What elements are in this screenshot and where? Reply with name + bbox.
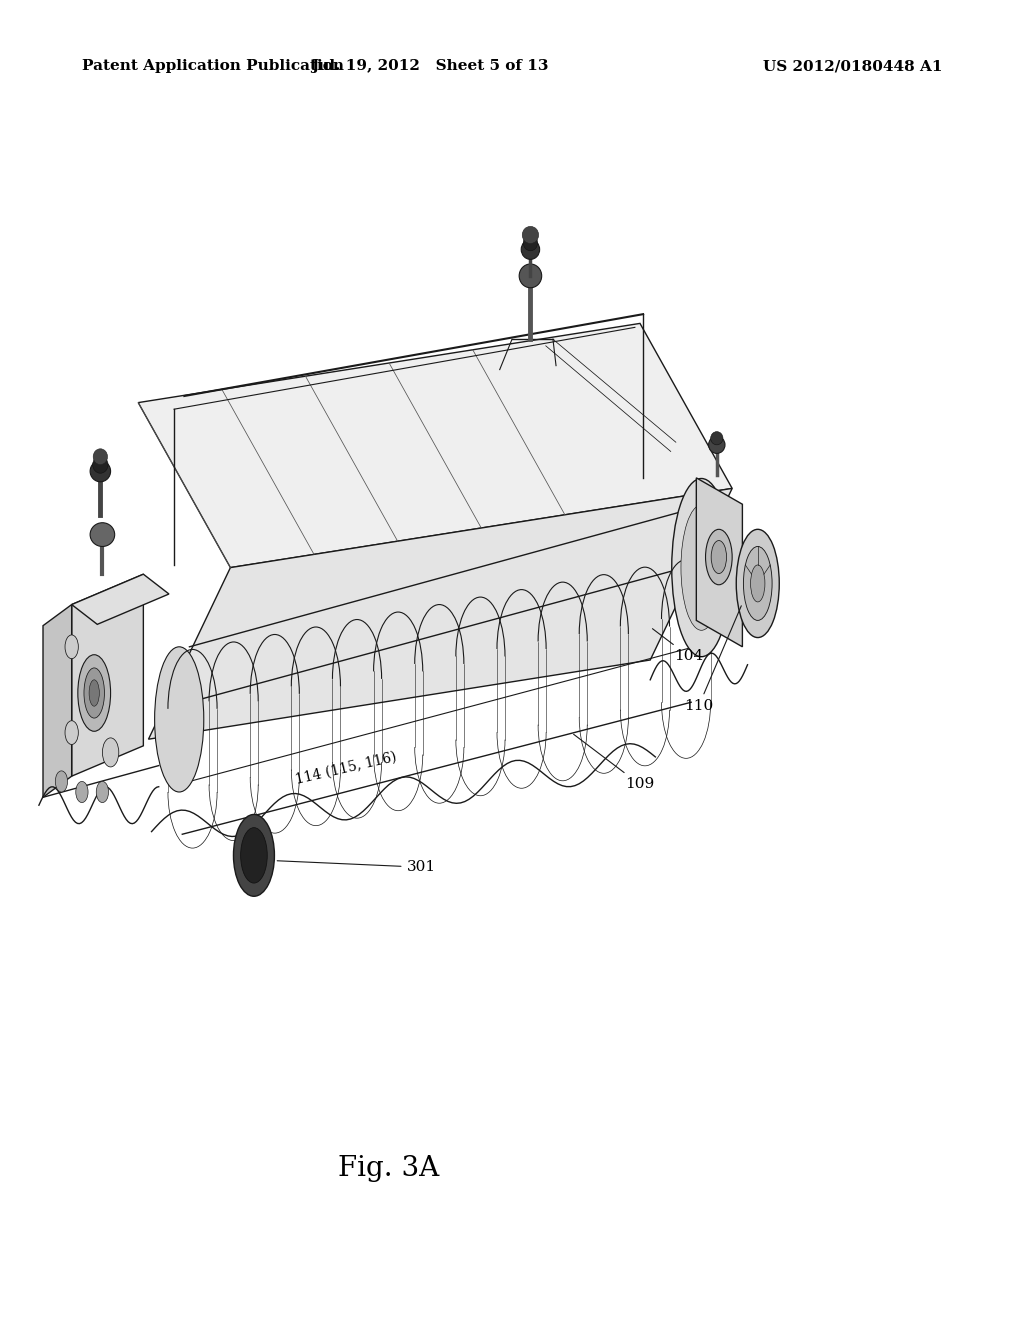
Ellipse shape xyxy=(709,436,725,454)
Text: US 2012/0180448 A1: US 2012/0180448 A1 xyxy=(763,59,942,74)
Ellipse shape xyxy=(519,264,542,288)
Text: 104: 104 xyxy=(652,628,703,663)
Ellipse shape xyxy=(751,565,765,602)
Ellipse shape xyxy=(522,226,539,243)
Ellipse shape xyxy=(84,668,104,718)
Polygon shape xyxy=(72,574,143,776)
Ellipse shape xyxy=(78,655,111,731)
Ellipse shape xyxy=(241,828,267,883)
Ellipse shape xyxy=(736,529,779,638)
Ellipse shape xyxy=(523,235,538,251)
Ellipse shape xyxy=(76,781,88,803)
Ellipse shape xyxy=(66,635,79,659)
Text: Fig. 3A: Fig. 3A xyxy=(339,1155,439,1181)
Ellipse shape xyxy=(233,814,274,896)
Text: 110: 110 xyxy=(684,606,741,713)
Text: Patent Application Publication: Patent Application Publication xyxy=(82,59,344,74)
Ellipse shape xyxy=(92,455,109,474)
Ellipse shape xyxy=(521,240,540,260)
Ellipse shape xyxy=(711,541,726,574)
Ellipse shape xyxy=(66,721,79,744)
Text: 114 (115, 116): 114 (115, 116) xyxy=(294,750,398,787)
Ellipse shape xyxy=(93,449,108,465)
Ellipse shape xyxy=(90,461,111,482)
Ellipse shape xyxy=(711,432,723,445)
Polygon shape xyxy=(138,323,732,568)
Ellipse shape xyxy=(96,781,109,803)
Ellipse shape xyxy=(681,504,722,631)
Ellipse shape xyxy=(672,479,731,657)
Ellipse shape xyxy=(89,680,99,706)
Ellipse shape xyxy=(102,738,119,767)
Polygon shape xyxy=(696,478,742,647)
Ellipse shape xyxy=(743,546,772,620)
Ellipse shape xyxy=(706,529,732,585)
Text: 301: 301 xyxy=(278,861,435,874)
Ellipse shape xyxy=(55,771,68,792)
Polygon shape xyxy=(43,605,72,797)
Polygon shape xyxy=(148,488,732,739)
Ellipse shape xyxy=(90,523,115,546)
Ellipse shape xyxy=(155,647,204,792)
Text: 109: 109 xyxy=(573,734,654,791)
Polygon shape xyxy=(72,574,169,624)
Text: Jul. 19, 2012   Sheet 5 of 13: Jul. 19, 2012 Sheet 5 of 13 xyxy=(311,59,549,74)
